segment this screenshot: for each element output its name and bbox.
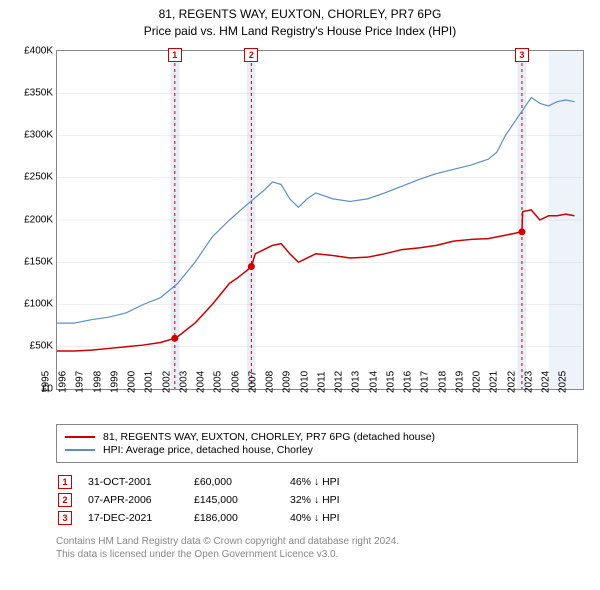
x-tick-label: 2004 <box>196 370 207 392</box>
y-tick-label: £50K <box>30 341 53 352</box>
x-tick-label: 2012 <box>334 370 345 392</box>
event-date: 31-OCT-2001 <box>88 476 178 488</box>
y-tick-label: £200K <box>24 214 53 225</box>
x-tick-label: 2002 <box>161 370 172 392</box>
x-tick-label: 1999 <box>109 370 120 392</box>
x-tick-label: 2018 <box>437 370 448 392</box>
event-price: £60,000 <box>194 476 274 488</box>
x-tick-label: 2008 <box>265 370 276 392</box>
x-tick-label: 2023 <box>523 370 534 392</box>
chart-container: 81, REGENTS WAY, EUXTON, CHORLEY, PR7 6P… <box>0 0 600 590</box>
event-row: 1 31-OCT-2001 £60,000 46% ↓ HPI <box>58 475 576 489</box>
events-table: 1 31-OCT-2001 £60,000 46% ↓ HPI 2 07-APR-2006… <box>56 469 578 531</box>
legend-swatch <box>65 436 95 438</box>
x-tick-label: 1995 <box>41 370 52 392</box>
legend-label: 81, REGENTS WAY, EUXTON, CHORLEY, PR7 6P… <box>103 431 435 443</box>
x-tick-label: 2016 <box>403 370 414 392</box>
x-tick-label: 2010 <box>299 370 310 392</box>
legend: 81, REGENTS WAY, EUXTON, CHORLEY, PR7 6P… <box>56 424 578 463</box>
x-tick-label: 2019 <box>454 370 465 392</box>
event-row: 3 17-DEC-2021 £186,000 40% ↓ HPI <box>58 511 576 525</box>
x-tick-label: 2006 <box>230 370 241 392</box>
title-subtitle: Price paid vs. HM Land Registry's House … <box>10 23 590 40</box>
x-tick-label: 2025 <box>558 370 569 392</box>
event-price: £145,000 <box>194 494 274 506</box>
y-tick-label: £250K <box>24 172 53 183</box>
event-badge: 2 <box>58 493 72 507</box>
footer-line2: This data is licensed under the Open Gov… <box>56 548 578 561</box>
event-marker-badge: 2 <box>244 48 258 62</box>
y-tick-label: £150K <box>24 256 53 267</box>
title-address: 81, REGENTS WAY, EUXTON, CHORLEY, PR7 6P… <box>10 6 590 23</box>
x-tick-label: 2013 <box>351 370 362 392</box>
y-tick-label: £400K <box>24 45 53 56</box>
x-tick-label: 2005 <box>213 370 224 392</box>
x-tick-label: 2009 <box>282 370 293 392</box>
legend-item: 81, REGENTS WAY, EUXTON, CHORLEY, PR7 6P… <box>65 431 569 443</box>
event-delta: 40% ↓ HPI <box>290 512 340 524</box>
y-tick-label: £100K <box>24 299 53 310</box>
event-date: 07-APR-2006 <box>88 494 178 506</box>
event-badge: 3 <box>58 511 72 525</box>
plot-area: £0£50K£100K£150K£200K£250K£300K£350K£400… <box>56 50 584 390</box>
legend-swatch <box>65 449 95 451</box>
x-tick-label: 2011 <box>316 371 327 393</box>
x-tick-label: 2014 <box>368 370 379 392</box>
event-marker-badge: 3 <box>515 48 529 62</box>
event-date: 17-DEC-2021 <box>88 512 178 524</box>
x-tick-label: 2003 <box>178 370 189 392</box>
event-row: 2 07-APR-2006 £145,000 32% ↓ HPI <box>58 493 576 507</box>
event-marker-badge: 1 <box>168 48 182 62</box>
footer-line1: Contains HM Land Registry data © Crown c… <box>56 535 578 548</box>
y-tick-label: £300K <box>24 130 53 141</box>
x-tick-label: 2017 <box>420 370 431 392</box>
footer-attribution: Contains HM Land Registry data © Crown c… <box>56 535 578 561</box>
x-tick-label: 2000 <box>127 370 138 392</box>
x-tick-label: 2015 <box>385 370 396 392</box>
event-badge: 1 <box>58 475 72 489</box>
chart-area: £0£50K£100K£150K£200K£250K£300K£350K£400… <box>10 46 590 416</box>
x-tick-label: 2020 <box>472 370 483 392</box>
legend-label: HPI: Average price, detached house, Chor… <box>103 444 313 456</box>
x-tick-label: 2001 <box>144 370 155 392</box>
legend-item: HPI: Average price, detached house, Chor… <box>65 444 569 456</box>
x-tick-label: 1998 <box>92 370 103 392</box>
x-tick-label: 2007 <box>247 370 258 392</box>
event-delta: 32% ↓ HPI <box>290 494 340 506</box>
x-tick-label: 1996 <box>58 370 69 392</box>
title-block: 81, REGENTS WAY, EUXTON, CHORLEY, PR7 6P… <box>10 6 590 40</box>
x-tick-label: 1997 <box>75 370 86 392</box>
event-price: £186,000 <box>194 512 274 524</box>
event-delta: 46% ↓ HPI <box>290 476 340 488</box>
x-tick-label: 2021 <box>489 370 500 392</box>
x-tick-label: 2022 <box>506 370 517 392</box>
x-tick-label: 2024 <box>541 370 552 392</box>
y-tick-label: £350K <box>24 87 53 98</box>
